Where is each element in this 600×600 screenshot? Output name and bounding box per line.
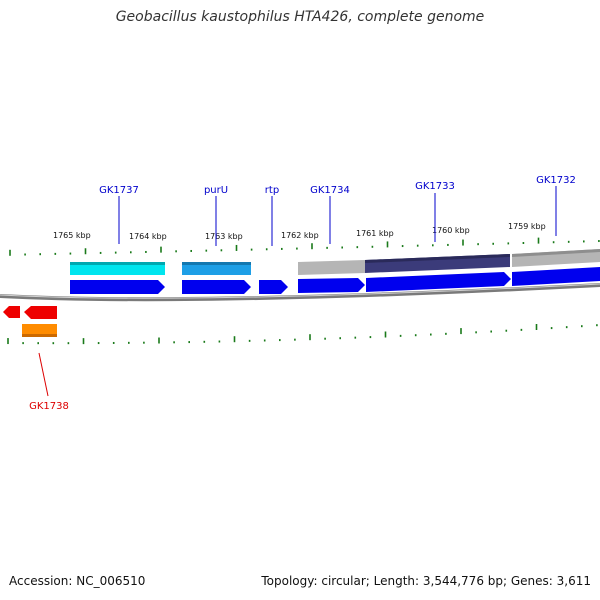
tick-row-upper bbox=[9, 237, 600, 256]
gene-arrow-gk1737[interactable] bbox=[70, 280, 165, 294]
tick-row-lower bbox=[7, 323, 598, 345]
gene-arrow-rtp[interactable] bbox=[259, 280, 288, 294]
gene-arrow-gk1734[interactable] bbox=[298, 278, 365, 293]
kbp-label: 1764 kbp bbox=[129, 232, 167, 241]
kbp-labels: 1765 kbp 1764 kbp 1763 kbp 1762 kbp 1761… bbox=[53, 222, 546, 241]
gene-label-gk1737[interactable]: GK1737 bbox=[99, 185, 139, 196]
gene-arrow-gk1738[interactable] bbox=[24, 306, 57, 319]
cyan-feature[interactable] bbox=[70, 262, 165, 275]
gene-label-gk1734[interactable]: GK1734 bbox=[310, 185, 350, 196]
forward-genes bbox=[70, 267, 600, 294]
red-gene-arrow[interactable] bbox=[3, 306, 20, 318]
kbp-label: 1763 kbp bbox=[205, 232, 243, 241]
feature-track-upper bbox=[70, 249, 600, 275]
label-leaders bbox=[38, 186, 557, 397]
gene-arrow-gk1733[interactable] bbox=[366, 272, 511, 292]
kbp-label: 1759 kbp bbox=[508, 222, 546, 231]
gene-label-gk1733[interactable]: GK1733 bbox=[415, 181, 455, 192]
map-title: Geobacillus kaustophilus HTA426, complet… bbox=[115, 9, 485, 25]
topology-text: Topology: circular; Length: 3,544,776 bp… bbox=[261, 574, 591, 588]
sky-blue-feature[interactable] bbox=[182, 262, 251, 275]
orange-feature[interactable] bbox=[22, 324, 57, 337]
gene-label-gk1738[interactable]: GK1738 bbox=[29, 401, 69, 412]
gray-feature[interactable] bbox=[298, 260, 365, 275]
gene-label-rtp[interactable]: rtp bbox=[265, 185, 279, 196]
accession-text: Accession: NC_006510 bbox=[9, 574, 146, 588]
gene-labels: GK1737 purU rtp GK1734 GK1733 GK1732 GK1… bbox=[29, 175, 576, 412]
kbp-label: 1761 kbp bbox=[356, 229, 394, 238]
kbp-label: 1762 kbp bbox=[281, 231, 319, 240]
genome-backbone bbox=[0, 283, 600, 302]
gene-label-gk1732[interactable]: GK1732 bbox=[536, 175, 576, 186]
kbp-label: 1765 kbp bbox=[53, 231, 91, 240]
reverse-genes bbox=[3, 306, 57, 337]
gene-arrow-puru[interactable] bbox=[182, 280, 251, 294]
gene-arrow-gk1732[interactable] bbox=[512, 267, 600, 286]
gene-label-puru[interactable]: purU bbox=[204, 185, 228, 196]
kbp-label: 1760 kbp bbox=[432, 226, 470, 235]
